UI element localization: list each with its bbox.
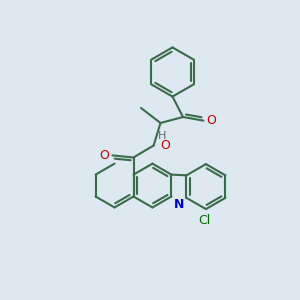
Text: O: O <box>206 114 216 127</box>
Text: O: O <box>160 139 170 152</box>
Text: Cl: Cl <box>198 214 211 227</box>
Text: N: N <box>174 198 184 211</box>
Text: H: H <box>158 131 166 141</box>
Text: O: O <box>100 149 110 162</box>
